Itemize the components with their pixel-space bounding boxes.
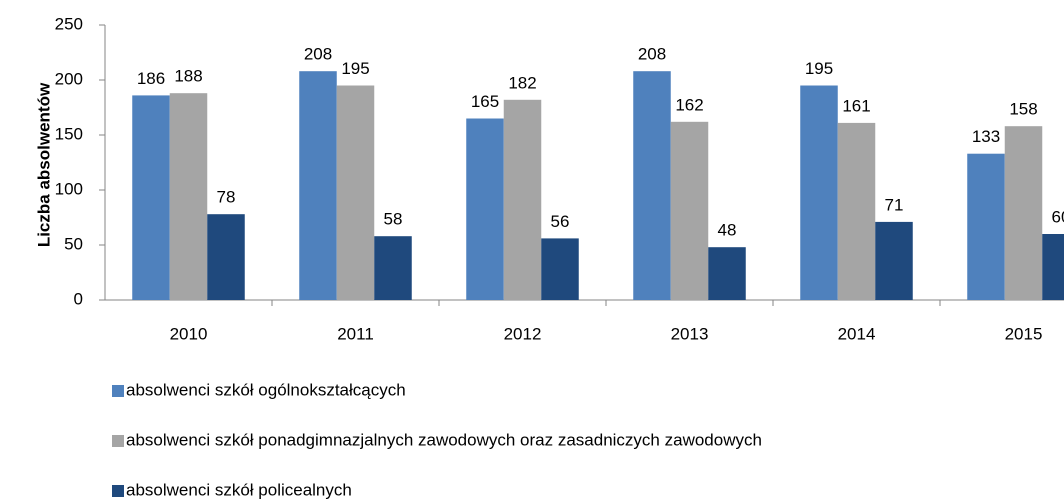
bar [374, 236, 412, 300]
data-label: 158 [1009, 100, 1037, 119]
x-tick-label: 2014 [838, 324, 876, 343]
legend-swatch [112, 435, 124, 447]
data-label: 58 [384, 210, 403, 229]
data-label: 162 [675, 95, 703, 114]
x-tick-label: 2010 [170, 324, 208, 343]
bar [837, 122, 876, 301]
legend-swatch [112, 485, 124, 497]
bar [967, 153, 1005, 300]
bar [207, 214, 245, 300]
bar [875, 221, 913, 300]
x-tick-label: 2012 [504, 324, 542, 343]
data-label: 165 [471, 92, 499, 111]
data-label: 195 [341, 59, 369, 78]
data-label: 186 [137, 69, 165, 88]
legend-label: absolwenci szkół policealnych [126, 480, 352, 499]
bar [466, 118, 504, 300]
data-label: 60 [1052, 207, 1064, 226]
y-tick-label: 150 [55, 124, 83, 143]
x-tick-label: 2013 [671, 324, 709, 343]
data-label: 208 [638, 45, 666, 64]
bar [132, 95, 170, 301]
data-label: 71 [885, 195, 904, 214]
bar [169, 93, 208, 300]
data-label: 48 [718, 221, 737, 240]
y-tick-label: 50 [64, 234, 83, 253]
bar [336, 85, 375, 300]
data-label: 133 [972, 127, 1000, 146]
data-label: 161 [842, 96, 870, 115]
bar [708, 247, 746, 300]
y-tick-label: 0 [74, 289, 83, 308]
x-tick-label: 2015 [1005, 324, 1043, 343]
bar [503, 99, 542, 300]
bar [800, 85, 838, 300]
bar [1004, 126, 1043, 300]
data-label: 78 [217, 188, 236, 207]
data-label: 182 [508, 73, 536, 92]
bar [670, 121, 709, 300]
legend-label: absolwenci szkół ponadgimnazjalnych zawo… [126, 430, 762, 449]
x-tick-label: 2011 [337, 324, 374, 343]
data-label: 188 [174, 67, 202, 86]
legend-label: absolwenci szkół ogólnokształcących [126, 380, 406, 399]
legend-swatch [112, 385, 124, 397]
data-label: 195 [805, 59, 833, 78]
bar [299, 71, 337, 300]
bar [633, 71, 671, 300]
y-tick-label: 100 [55, 179, 83, 198]
bar [541, 238, 579, 300]
data-label: 208 [304, 45, 332, 64]
y-tick-label: 200 [55, 69, 83, 88]
y-tick-label: 250 [55, 14, 83, 33]
y-axis-title: Liczba absolwentów [34, 82, 53, 247]
bar [1042, 234, 1064, 300]
data-label: 56 [551, 212, 570, 231]
